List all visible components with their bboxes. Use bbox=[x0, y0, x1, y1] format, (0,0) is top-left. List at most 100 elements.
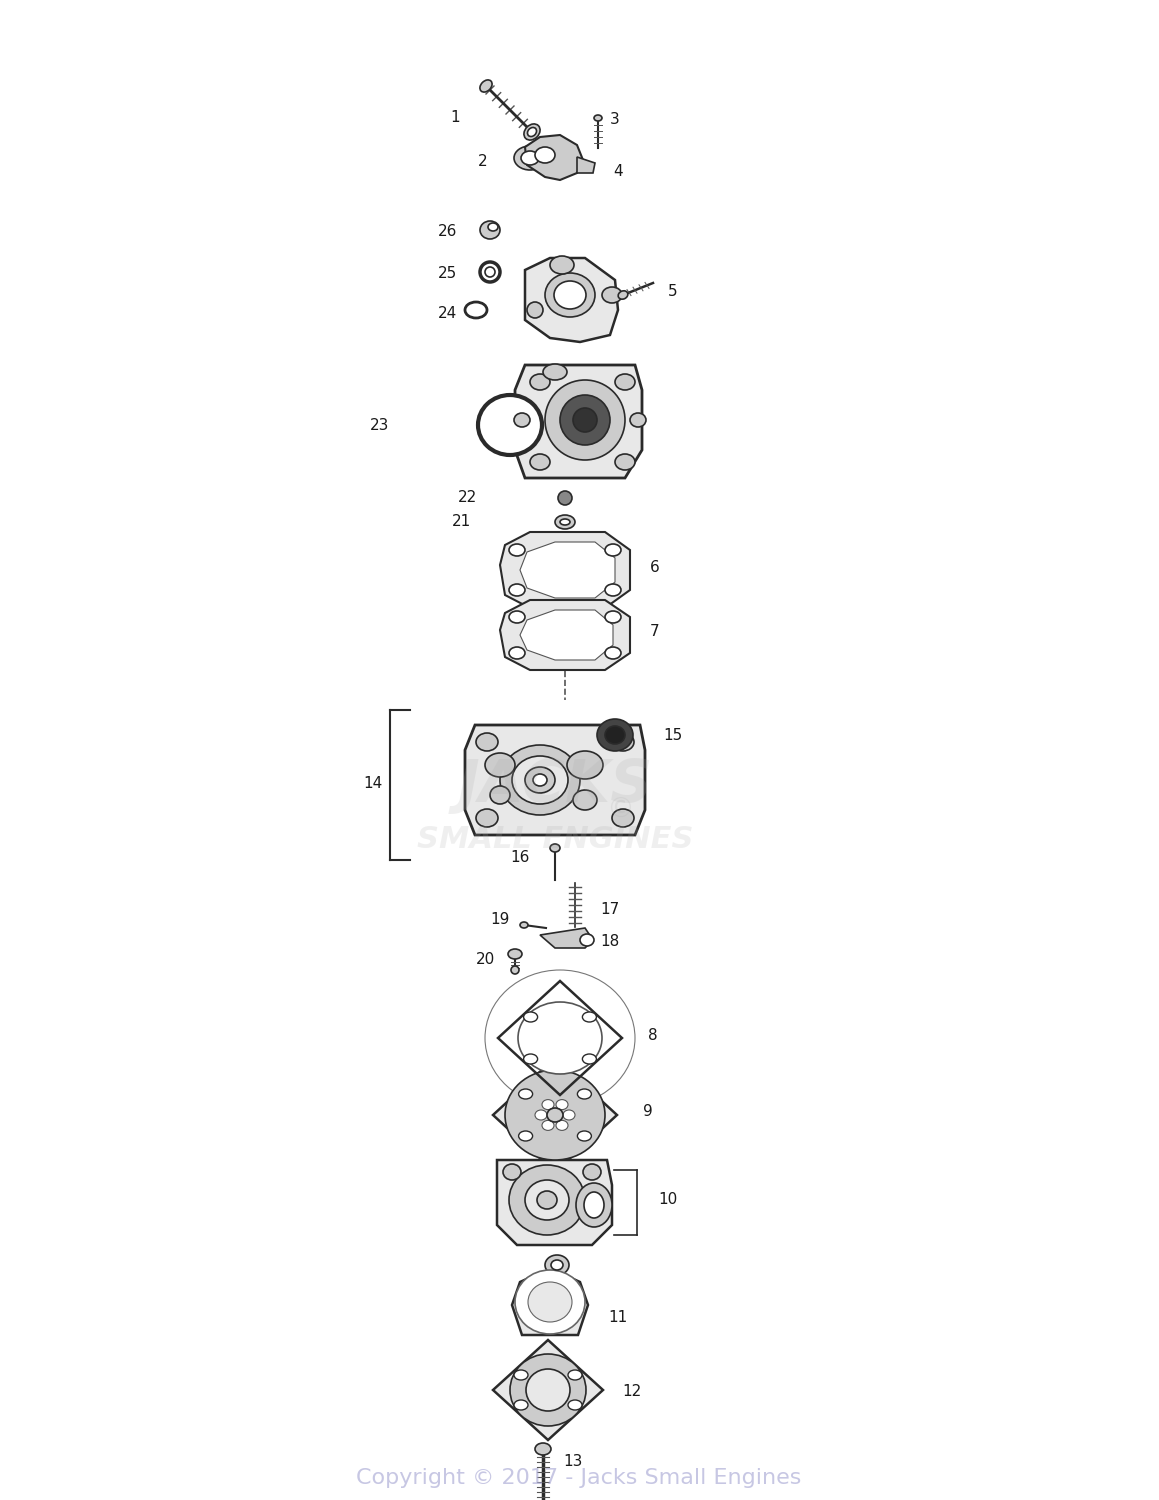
Ellipse shape bbox=[490, 786, 510, 804]
Ellipse shape bbox=[508, 950, 522, 958]
Ellipse shape bbox=[513, 1370, 529, 1380]
Ellipse shape bbox=[513, 413, 530, 428]
Text: 11: 11 bbox=[608, 1311, 627, 1326]
Polygon shape bbox=[493, 1340, 603, 1440]
Ellipse shape bbox=[524, 124, 540, 140]
Ellipse shape bbox=[525, 766, 555, 794]
Text: 8: 8 bbox=[648, 1028, 657, 1042]
Ellipse shape bbox=[560, 394, 610, 445]
Ellipse shape bbox=[537, 1191, 557, 1209]
Ellipse shape bbox=[597, 718, 633, 752]
Ellipse shape bbox=[529, 1282, 573, 1322]
Text: 5: 5 bbox=[668, 284, 678, 298]
Text: 24: 24 bbox=[438, 306, 458, 321]
Ellipse shape bbox=[615, 374, 635, 390]
Ellipse shape bbox=[618, 291, 628, 298]
Ellipse shape bbox=[530, 454, 551, 470]
Ellipse shape bbox=[520, 922, 529, 928]
Ellipse shape bbox=[510, 1354, 586, 1426]
Ellipse shape bbox=[518, 1002, 602, 1074]
Ellipse shape bbox=[544, 364, 567, 380]
Polygon shape bbox=[520, 542, 615, 598]
Ellipse shape bbox=[526, 1370, 570, 1411]
Ellipse shape bbox=[580, 934, 595, 946]
Ellipse shape bbox=[512, 756, 568, 804]
Text: 10: 10 bbox=[658, 1192, 677, 1208]
Polygon shape bbox=[512, 1272, 588, 1335]
Ellipse shape bbox=[573, 790, 597, 810]
Ellipse shape bbox=[530, 374, 551, 390]
Text: 1: 1 bbox=[450, 111, 460, 126]
Ellipse shape bbox=[513, 146, 546, 170]
Text: 9: 9 bbox=[643, 1104, 653, 1119]
Ellipse shape bbox=[524, 1013, 538, 1022]
Ellipse shape bbox=[567, 752, 603, 778]
Ellipse shape bbox=[551, 844, 560, 852]
Text: 12: 12 bbox=[622, 1384, 641, 1400]
Ellipse shape bbox=[584, 1192, 604, 1218]
Ellipse shape bbox=[480, 220, 500, 238]
Ellipse shape bbox=[542, 1120, 554, 1131]
Ellipse shape bbox=[524, 1054, 538, 1064]
Ellipse shape bbox=[602, 286, 622, 303]
Ellipse shape bbox=[535, 147, 555, 164]
Ellipse shape bbox=[545, 273, 595, 316]
Ellipse shape bbox=[557, 490, 573, 506]
Ellipse shape bbox=[484, 267, 495, 278]
Ellipse shape bbox=[605, 544, 621, 556]
Ellipse shape bbox=[509, 1166, 585, 1234]
Ellipse shape bbox=[542, 1100, 554, 1110]
Ellipse shape bbox=[612, 734, 634, 752]
Text: 13: 13 bbox=[563, 1455, 582, 1470]
Ellipse shape bbox=[554, 280, 586, 309]
Ellipse shape bbox=[515, 1270, 585, 1334]
Ellipse shape bbox=[484, 970, 635, 1106]
Text: 26: 26 bbox=[438, 225, 458, 240]
Polygon shape bbox=[577, 158, 595, 172]
Ellipse shape bbox=[476, 808, 498, 826]
Ellipse shape bbox=[605, 646, 621, 658]
Text: 17: 17 bbox=[600, 903, 619, 918]
Ellipse shape bbox=[583, 1054, 597, 1064]
Ellipse shape bbox=[480, 80, 493, 92]
Text: ©: © bbox=[606, 796, 634, 824]
Text: 23: 23 bbox=[370, 417, 389, 432]
Ellipse shape bbox=[560, 519, 570, 525]
Ellipse shape bbox=[612, 808, 634, 826]
Ellipse shape bbox=[605, 584, 621, 596]
Ellipse shape bbox=[525, 1180, 569, 1219]
Ellipse shape bbox=[583, 1164, 602, 1180]
Ellipse shape bbox=[527, 302, 544, 318]
Text: 3: 3 bbox=[610, 112, 620, 128]
Text: 15: 15 bbox=[663, 728, 683, 742]
Polygon shape bbox=[497, 1160, 612, 1245]
Ellipse shape bbox=[568, 1400, 582, 1410]
Text: 7: 7 bbox=[650, 624, 659, 639]
Ellipse shape bbox=[503, 1164, 522, 1180]
Ellipse shape bbox=[511, 966, 519, 974]
Ellipse shape bbox=[556, 1120, 568, 1131]
Ellipse shape bbox=[518, 1131, 533, 1142]
Text: 4: 4 bbox=[613, 165, 622, 180]
Text: 20: 20 bbox=[476, 952, 495, 968]
Ellipse shape bbox=[563, 1110, 575, 1120]
Ellipse shape bbox=[484, 753, 515, 777]
Ellipse shape bbox=[573, 408, 597, 432]
Polygon shape bbox=[500, 600, 630, 670]
Ellipse shape bbox=[577, 1089, 591, 1100]
Text: 25: 25 bbox=[438, 266, 458, 280]
Ellipse shape bbox=[527, 128, 537, 136]
Ellipse shape bbox=[556, 1100, 568, 1110]
Ellipse shape bbox=[476, 734, 498, 752]
Text: SMALL ENGINES: SMALL ENGINES bbox=[417, 825, 693, 855]
Ellipse shape bbox=[547, 1108, 563, 1122]
Text: 6: 6 bbox=[650, 560, 659, 574]
Text: 21: 21 bbox=[452, 514, 472, 529]
Polygon shape bbox=[540, 928, 593, 948]
Ellipse shape bbox=[488, 224, 498, 231]
Polygon shape bbox=[500, 532, 630, 608]
Text: 19: 19 bbox=[490, 912, 509, 927]
Ellipse shape bbox=[478, 394, 542, 454]
Text: Copyright © 2017 - Jacks Small Engines: Copyright © 2017 - Jacks Small Engines bbox=[356, 1468, 802, 1488]
Ellipse shape bbox=[630, 413, 646, 428]
